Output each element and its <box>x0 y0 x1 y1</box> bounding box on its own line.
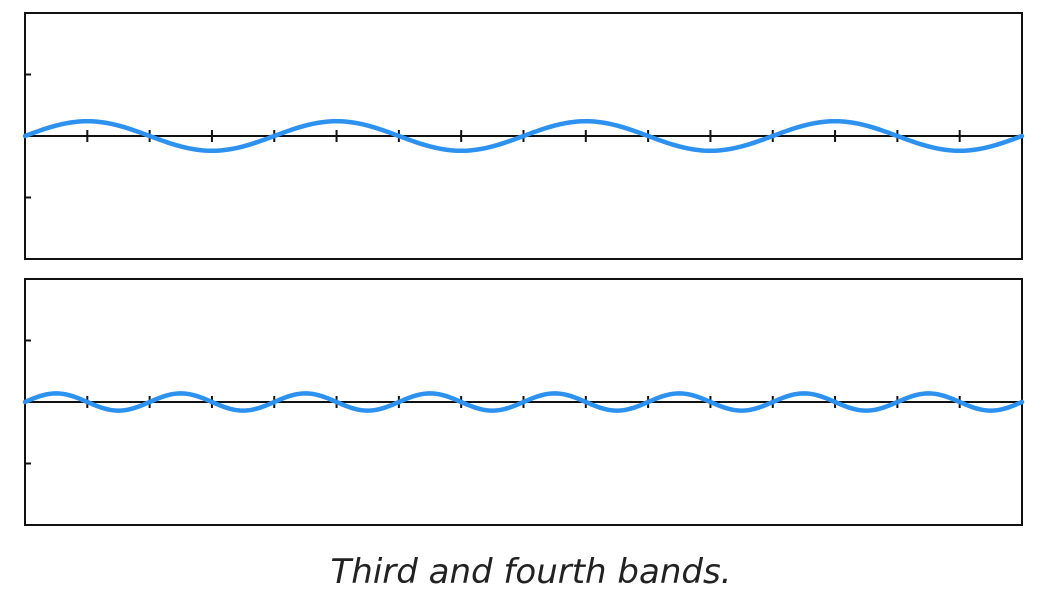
y-ticks <box>25 73 31 199</box>
panel-bottom <box>22 278 1025 526</box>
figure-caption: Third and fourth bands. <box>330 552 732 592</box>
wave-line <box>22 118 1025 154</box>
y-ticks <box>25 339 31 465</box>
wave-line <box>22 391 1025 413</box>
panel-top <box>22 12 1025 260</box>
